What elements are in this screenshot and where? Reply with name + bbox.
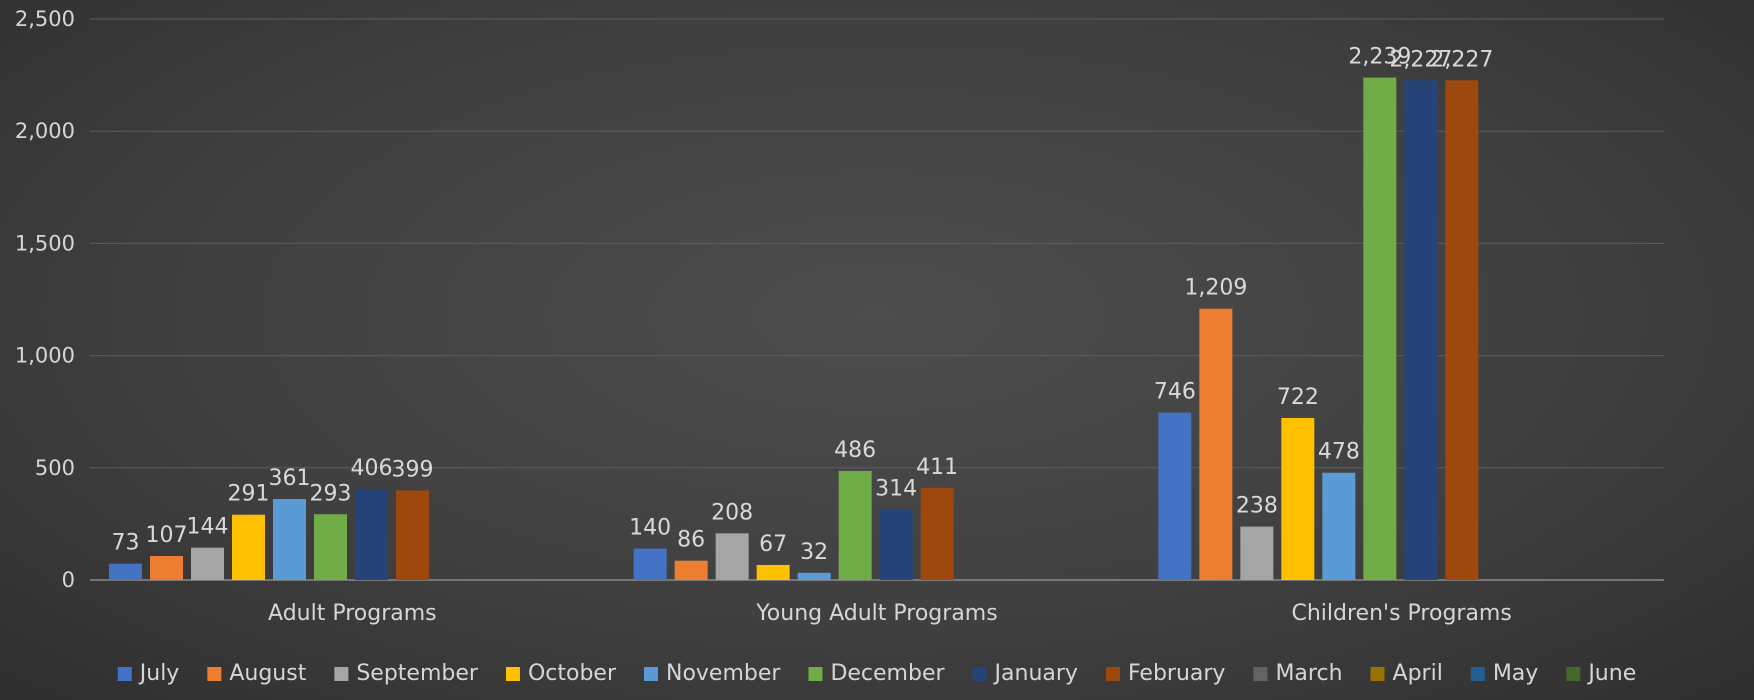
data-label: 361 — [269, 466, 311, 491]
legend-swatch — [808, 667, 823, 681]
legend-label: January — [993, 661, 1078, 686]
legend-label: May — [1493, 661, 1538, 686]
data-label: 2,227 — [1389, 47, 1452, 72]
bar — [191, 547, 224, 580]
data-label: 478 — [1318, 440, 1360, 465]
bar — [756, 564, 790, 580]
bar — [355, 488, 388, 580]
data-label: 32 — [800, 540, 828, 565]
data-label: 291 — [228, 482, 270, 507]
data-label: 144 — [187, 515, 229, 540]
legend-label: October — [528, 661, 617, 686]
bar — [920, 487, 954, 580]
category-label: Adult Programs — [268, 601, 437, 626]
y-tick-label: 500 — [35, 456, 75, 480]
data-label: 406 — [351, 456, 393, 481]
bar — [797, 572, 831, 580]
bar — [314, 514, 347, 580]
category-label: Children's Programs — [1292, 601, 1512, 626]
data-label: 140 — [629, 516, 671, 541]
legend-label: December — [830, 661, 945, 686]
data-label: 314 — [875, 477, 917, 502]
bar — [232, 514, 265, 580]
data-label: 208 — [711, 500, 753, 525]
bar — [1445, 80, 1479, 580]
legend-swatch — [1253, 667, 1268, 681]
bar — [1404, 80, 1438, 580]
data-label: 486 — [834, 438, 876, 463]
legend-label: August — [229, 661, 306, 686]
bar — [1240, 526, 1274, 580]
bar — [674, 560, 708, 580]
legend-swatch — [1470, 667, 1485, 681]
legend-swatch — [1566, 667, 1581, 681]
data-label: 411 — [916, 455, 958, 480]
legend-swatch — [334, 667, 349, 681]
legend-label: November — [666, 661, 781, 686]
data-label: 1,209 — [1184, 276, 1247, 301]
category-label: Young Adult Programs — [755, 601, 997, 626]
legend-label: March — [1275, 661, 1342, 686]
data-label: 86 — [677, 528, 705, 553]
data-label: 107 — [146, 523, 188, 548]
data-label: 722 — [1277, 385, 1319, 410]
legend-label: February — [1128, 661, 1226, 686]
y-tick-label: 1,000 — [15, 344, 75, 368]
legend-swatch — [505, 667, 520, 681]
y-tick-label: 2,500 — [15, 7, 75, 31]
legend-swatch — [1105, 667, 1120, 681]
bar — [150, 555, 183, 580]
data-label: 238 — [1236, 494, 1278, 519]
data-label: 2,227 — [1430, 47, 1493, 72]
legend-label: April — [1393, 661, 1443, 686]
y-tick-label: 1,500 — [15, 231, 75, 255]
y-tick-label: 2,000 — [15, 119, 75, 143]
data-label: 73 — [112, 531, 140, 556]
bar — [1363, 77, 1397, 581]
data-label: 67 — [759, 532, 787, 557]
legend-swatch — [644, 667, 658, 681]
bar — [879, 509, 913, 580]
bar — [715, 533, 749, 580]
legend-label: September — [356, 661, 479, 686]
legend-label: July — [138, 661, 180, 686]
bar — [633, 548, 667, 580]
legend-swatch — [207, 667, 222, 681]
bar — [1158, 412, 1192, 580]
bar — [1281, 417, 1315, 580]
bar — [273, 498, 306, 580]
legend-swatch — [1370, 667, 1385, 681]
legend-swatch — [117, 667, 132, 681]
bar — [1199, 308, 1233, 580]
bar — [396, 490, 429, 580]
legend-label: June — [1586, 661, 1636, 686]
data-label: 746 — [1154, 380, 1196, 405]
data-label: 2,239 — [1348, 45, 1411, 70]
bar — [1322, 472, 1356, 580]
bar — [838, 470, 872, 580]
legend-swatch — [972, 667, 987, 681]
data-label: 399 — [392, 457, 434, 482]
bar — [109, 563, 142, 580]
data-label: 293 — [310, 481, 352, 506]
y-tick-label: 0 — [62, 568, 75, 592]
